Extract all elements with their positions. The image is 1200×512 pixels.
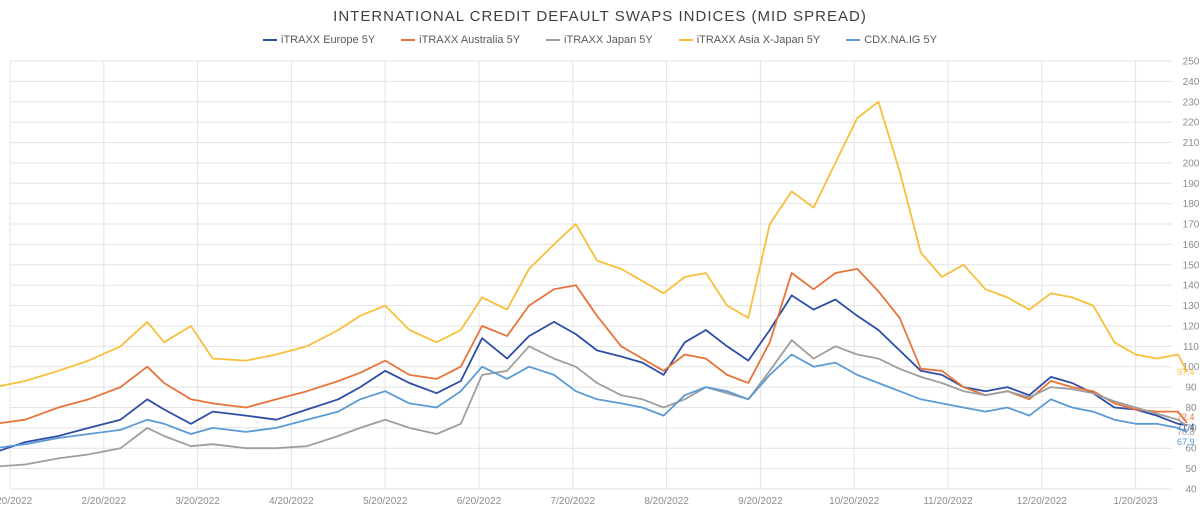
legend-item: iTRAXX Europe 5Y (263, 34, 375, 46)
y-tick-label: 50 (1185, 464, 1197, 475)
gridlines (9, 60, 1172, 490)
series-line (0, 339, 1188, 468)
x-tick-label: 9/20/2022 (738, 496, 783, 507)
y-tick-label: 150 (1183, 260, 1200, 271)
x-tick-label: 8/20/2022 (644, 496, 689, 507)
x-tick-label: 10/20/2022 (829, 496, 879, 507)
legend-label: CDX.NA.IG 5Y (864, 34, 937, 46)
x-tick-label: 3/20/2022 (175, 496, 220, 507)
legend-swatch (401, 39, 416, 41)
legend-swatch (263, 39, 278, 41)
series-end-label: 97.4 (1177, 367, 1195, 377)
legend-item: iTRAXX Japan 5Y (546, 34, 653, 46)
y-tick-label: 60 (1185, 444, 1197, 455)
y-tick-label: 220 (1183, 118, 1200, 129)
x-tick-label: 5/20/2022 (363, 496, 408, 507)
legend-swatch (678, 39, 693, 41)
y-tick-label: 170 (1183, 220, 1200, 231)
x-tick-label: 11/20/2022 (923, 496, 973, 507)
y-tick-label: 120 (1183, 321, 1200, 332)
legend-label: iTRAXX Japan 5Y (564, 34, 653, 46)
x-tick-label: 1/20/2022 (0, 496, 33, 507)
legend-label: iTRAXX Europe 5Y (281, 34, 376, 46)
y-tick-label: 80 (1185, 403, 1197, 414)
y-tick-label: 100 (1183, 362, 1200, 373)
x-tick-label: 1/20/2023 (1113, 496, 1158, 507)
series-line (0, 294, 1188, 452)
series-end-label: 72.4 (1177, 412, 1195, 422)
legend-label: iTRAXX Australia 5Y (419, 34, 521, 46)
y-tick-label: 240 (1183, 77, 1200, 88)
legend-item: iTRAXX Australia 5Y (401, 34, 520, 46)
chart-title: INTERNATIONAL CREDIT DEFAULT SWAPS INDIC… (333, 8, 867, 25)
x-tick-label: 4/20/2022 (269, 496, 314, 507)
y-tick-label: 190 (1183, 179, 1200, 190)
y-tick-label: 140 (1183, 281, 1200, 292)
y-tick-label: 70 (1185, 423, 1197, 434)
y-tick-label: 180 (1183, 199, 1200, 210)
legend-label: iTRAXX Asia X-Japan 5Y (696, 34, 821, 46)
x-tick-label: 2/20/2022 (82, 496, 127, 507)
y-tick-label: 110 (1183, 342, 1199, 353)
y-tick-label: 130 (1183, 301, 1200, 312)
y-tick-label: 160 (1183, 240, 1200, 251)
legend-swatch (546, 39, 561, 41)
legend-swatch (846, 39, 861, 41)
y-tick-label: 90 (1185, 383, 1197, 394)
x-tick-label: 6/20/2022 (457, 496, 502, 507)
y-tick-label: 200 (1183, 158, 1200, 169)
legend: iTRAXX Europe 5Y iTRAXX Australia 5Y iTRAX… (0, 34, 1200, 46)
y-tick-label: 210 (1183, 138, 1200, 149)
y-tick-label: 40 (1185, 485, 1197, 496)
series-end-label: 67.9 (1177, 437, 1195, 447)
series-line (0, 100, 1188, 387)
legend-item: CDX.NA.IG 5Y (846, 34, 937, 46)
y-tick-label: 250 (1183, 57, 1200, 68)
y-tick-label: 230 (1183, 97, 1200, 108)
series-end-label: 71.4 (1177, 422, 1195, 432)
legend-item: iTRAXX Asia X-Japan 5Y (678, 34, 821, 46)
x-tick-label: 12/20/2022 (1017, 496, 1067, 507)
x-tick-label: 7/20/2022 (551, 496, 596, 507)
series-line (0, 353, 1188, 449)
